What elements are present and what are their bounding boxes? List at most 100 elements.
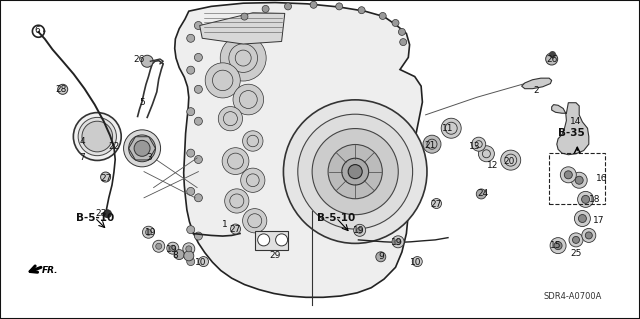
Text: 7: 7 [79, 153, 84, 162]
Bar [255, 231, 288, 250]
Circle shape [195, 21, 202, 30]
Text: 1: 1 [223, 220, 228, 229]
Circle shape [573, 236, 579, 243]
Text: 5: 5 [140, 98, 145, 107]
Text: 14: 14 [570, 117, 582, 126]
Polygon shape [522, 78, 552, 89]
Text: 27: 27 [100, 174, 111, 183]
Circle shape [145, 229, 152, 235]
Text: 24: 24 [477, 189, 489, 198]
Text: 10: 10 [410, 258, 422, 267]
Circle shape [100, 172, 111, 182]
Text: 12: 12 [487, 161, 499, 170]
Circle shape [392, 19, 399, 26]
Circle shape [312, 129, 398, 215]
Circle shape [412, 256, 422, 267]
Circle shape [220, 35, 266, 81]
Circle shape [58, 84, 68, 94]
Circle shape [195, 155, 202, 164]
Circle shape [336, 3, 342, 10]
Circle shape [579, 214, 586, 223]
Circle shape [247, 135, 259, 147]
Text: 26: 26 [546, 55, 557, 63]
Circle shape [561, 167, 577, 183]
Circle shape [554, 241, 562, 250]
Circle shape [230, 194, 244, 208]
Circle shape [441, 118, 461, 138]
Circle shape [187, 187, 195, 196]
Circle shape [195, 85, 202, 93]
Text: 25: 25 [570, 249, 582, 258]
Circle shape [187, 149, 195, 157]
Circle shape [104, 210, 111, 218]
Circle shape [472, 137, 486, 151]
Text: 2: 2 [534, 86, 539, 95]
Circle shape [134, 140, 150, 156]
Circle shape [569, 233, 583, 247]
Circle shape [358, 7, 365, 14]
Circle shape [225, 189, 249, 213]
Text: 9: 9 [378, 252, 383, 261]
Circle shape [222, 148, 249, 174]
Circle shape [228, 153, 243, 169]
Text: 23: 23 [95, 209, 107, 218]
Polygon shape [200, 13, 285, 44]
Text: 3: 3 [147, 153, 152, 162]
Circle shape [230, 224, 241, 234]
Circle shape [342, 158, 369, 185]
Circle shape [246, 174, 259, 187]
Circle shape [546, 53, 557, 65]
Circle shape [241, 168, 265, 192]
Circle shape [174, 249, 184, 260]
Circle shape [258, 234, 269, 246]
Text: 19: 19 [166, 245, 177, 254]
Circle shape [248, 214, 262, 228]
Text: 15: 15 [550, 241, 561, 250]
Text: 19: 19 [391, 238, 403, 247]
Text: 20: 20 [503, 157, 515, 166]
Text: 26: 26 [134, 55, 145, 64]
Circle shape [564, 171, 572, 179]
Text: 16: 16 [596, 174, 607, 183]
Circle shape [218, 107, 243, 131]
Circle shape [376, 252, 386, 262]
Circle shape [183, 243, 195, 255]
Text: 18: 18 [589, 195, 601, 204]
Circle shape [483, 150, 490, 158]
Circle shape [505, 154, 516, 166]
Circle shape [392, 236, 404, 248]
Polygon shape [175, 3, 422, 297]
Circle shape [143, 226, 154, 238]
Text: 13: 13 [469, 142, 481, 151]
Circle shape [445, 122, 457, 134]
Circle shape [572, 172, 588, 188]
Circle shape [195, 194, 202, 202]
Circle shape [423, 135, 441, 153]
Circle shape [431, 198, 442, 209]
Circle shape [198, 256, 209, 267]
Circle shape [195, 53, 202, 62]
Circle shape [399, 28, 405, 35]
Circle shape [500, 150, 521, 170]
Text: 8: 8 [173, 251, 178, 260]
Text: FR.: FR. [42, 266, 59, 275]
Circle shape [479, 146, 495, 162]
Circle shape [582, 228, 596, 242]
Circle shape [236, 50, 251, 66]
Circle shape [354, 224, 365, 236]
Circle shape [356, 227, 363, 233]
Circle shape [229, 44, 257, 72]
Circle shape [124, 130, 161, 167]
Circle shape [187, 226, 195, 234]
Text: 11: 11 [442, 124, 454, 133]
Circle shape [395, 239, 401, 245]
Text: 21: 21 [424, 141, 436, 150]
Text: 10: 10 [195, 258, 207, 267]
Circle shape [153, 240, 164, 252]
Circle shape [141, 55, 153, 67]
Circle shape [195, 117, 202, 125]
Circle shape [262, 5, 269, 12]
Text: 19: 19 [353, 226, 364, 235]
Circle shape [186, 246, 192, 252]
Circle shape [578, 191, 594, 207]
